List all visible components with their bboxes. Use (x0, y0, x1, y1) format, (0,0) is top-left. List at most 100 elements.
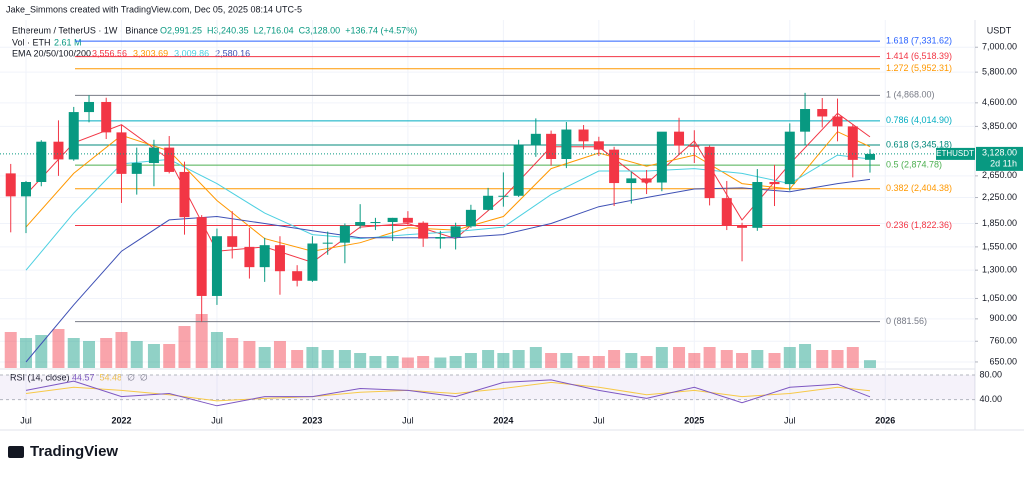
volume-bar (273, 341, 286, 368)
vol-value: 2.61 M (54, 37, 82, 47)
candle-body (418, 222, 429, 239)
y-tick-label: 1,300.00 (982, 265, 1017, 275)
volume-bar (434, 357, 447, 368)
volume-bar (482, 350, 495, 368)
price-box (976, 146, 1023, 171)
candle-body (689, 145, 700, 147)
candle-body (737, 225, 748, 228)
candle-body (131, 163, 142, 174)
fib-label: 0.618 (3,345.18) (886, 139, 952, 149)
candle-body (274, 245, 285, 272)
candle-body (817, 109, 828, 117)
volume-bar (751, 350, 764, 368)
candle-body (307, 243, 318, 281)
volume-bar (338, 350, 351, 368)
candle-body (148, 147, 159, 164)
fib-label: 1 (4,868.00) (886, 90, 935, 100)
x-tick-label: 2024 (493, 415, 513, 425)
volume-bar (291, 350, 304, 368)
volume-bar (401, 357, 414, 368)
candle-body (656, 131, 667, 183)
y-tick-label: 3,850.00 (982, 121, 1017, 131)
candle-body (402, 217, 413, 223)
rsi-value: 54.48 (100, 372, 123, 382)
y-tick-label: 1,050.00 (982, 293, 1017, 303)
rsi-value: ∅ (140, 372, 148, 382)
volume-bar (625, 353, 638, 368)
volume-bar (529, 347, 542, 368)
x-tick-label: 2023 (302, 415, 322, 425)
author-line: Jake_Simmons created with TradingView.co… (6, 4, 302, 14)
candle-body (116, 132, 127, 174)
brand-logo (8, 446, 24, 458)
fib-label: 0.236 (1,822.36) (886, 220, 952, 230)
candle-body (101, 101, 112, 133)
candle-body (674, 131, 685, 146)
rsi-value: ∅ (127, 372, 135, 382)
fib-label: 0 (881.56) (886, 316, 927, 326)
candle-body (530, 133, 541, 146)
fib-label: 1.414 (6,518.39) (886, 51, 952, 61)
candle-body (832, 116, 843, 127)
volume-bar (226, 338, 239, 368)
x-tick-label: Jul (784, 415, 796, 425)
volume-bar (210, 332, 223, 368)
currency: USDT (987, 25, 1012, 35)
candle-body (784, 131, 795, 185)
candle-body (626, 178, 637, 184)
y-tick-label: 5,800.00 (982, 67, 1017, 77)
brand: TradingView (8, 443, 118, 460)
symbol-tag: ETHUSDT (936, 149, 974, 158)
candle-body (435, 237, 446, 239)
brand-name: TradingView (30, 443, 118, 460)
candle-body (259, 245, 270, 268)
volume-bar (720, 350, 733, 368)
volume-bar (799, 344, 812, 368)
x-tick-label: Jul (593, 415, 605, 425)
candle-body (847, 126, 858, 160)
x-tick-label: 2025 (684, 415, 704, 425)
candle-body (68, 112, 79, 160)
candle-body (164, 147, 175, 172)
candle-body (53, 141, 64, 160)
fib-label: 0.382 (2,404.38) (886, 183, 952, 193)
volume-bar (354, 353, 367, 368)
volume-bar (417, 356, 430, 368)
fib-label: 0.786 (4,014.90) (886, 115, 952, 125)
countdown: 2d 11h (990, 158, 1017, 168)
ohlc-value: L2,716.04 (254, 25, 294, 35)
fib-label: 0.5 (2,874.78) (886, 159, 942, 169)
volume-bar (703, 347, 716, 368)
volume-bar (369, 356, 382, 368)
ohlc-value: H3,240.35 (207, 25, 249, 35)
candle-body (769, 181, 780, 185)
volume-bar (83, 341, 96, 368)
volume-bar (592, 356, 605, 368)
ema-label: EMA 20/50/100/200 (12, 48, 91, 58)
volume-bar (816, 350, 829, 368)
y-tick-label: 900.00 (989, 313, 1017, 323)
candle-body (5, 173, 16, 197)
volume-bar (863, 360, 876, 368)
candle-body (578, 129, 589, 142)
volume-bar (846, 347, 859, 368)
candle-body (322, 242, 333, 244)
candle-body (721, 198, 732, 226)
volume-bar (449, 356, 462, 368)
ema-value: 3,303.69 (133, 48, 168, 58)
candle-body (561, 129, 572, 159)
candle-body (387, 217, 398, 223)
y-tick-label: 2,650.00 (982, 170, 1017, 180)
candle-body (355, 222, 366, 226)
y-tick-label: 4,600.00 (982, 97, 1017, 107)
volume-bar (831, 350, 844, 368)
rsi-ma-line (25, 381, 871, 402)
rsi-value: 44.57 (72, 372, 95, 382)
y-tick-label: 1,550.00 (982, 241, 1017, 251)
volume-bar (512, 350, 525, 368)
volume-bar (130, 341, 143, 368)
volume-bar (4, 332, 17, 368)
candle-body (498, 195, 509, 197)
candle-body (609, 149, 620, 184)
